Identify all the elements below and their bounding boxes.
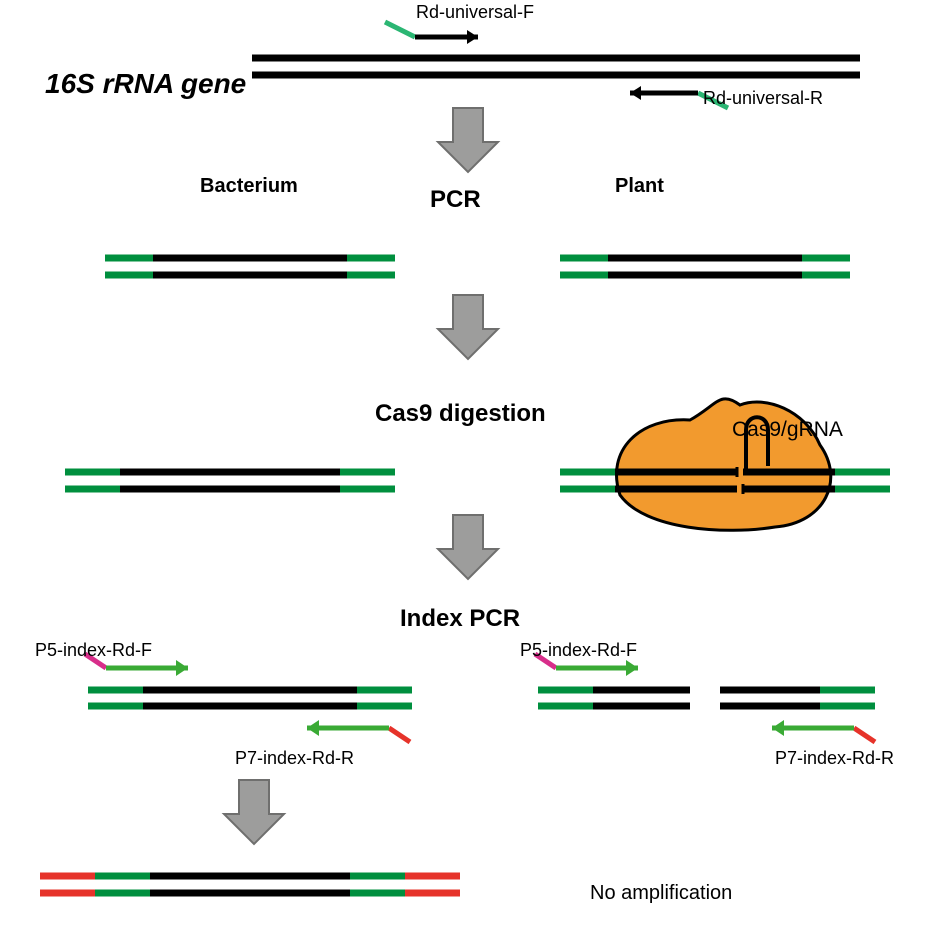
plant-label: Plant xyxy=(615,175,664,198)
p7-index-r-left-label: P7-index-Rd-R xyxy=(235,748,354,769)
p5-index-f-left-label: P5-index-Rd-F xyxy=(35,640,152,661)
primer-rd-f-label: Rd-universal-F xyxy=(416,2,534,23)
bacterium-label: Bacterium xyxy=(200,175,298,198)
cas9-grna-label: Cas9/gRNA xyxy=(732,418,843,442)
p5-index-f-right-label: P5-index-Rd-F xyxy=(520,640,637,661)
pcr-label: PCR xyxy=(430,186,481,214)
cas9-digestion-label: Cas9 digestion xyxy=(375,400,546,428)
primer-rd-r-label: Rd-universal-R xyxy=(703,88,823,109)
index-pcr-label: Index PCR xyxy=(400,605,520,633)
p7-index-r-right-label: P7-index-Rd-R xyxy=(775,748,894,769)
title-16s-rrna: 16S rRNA gene xyxy=(45,68,246,100)
no-amplification-label: No amplification xyxy=(590,882,732,905)
diagram-svg xyxy=(0,0,937,928)
